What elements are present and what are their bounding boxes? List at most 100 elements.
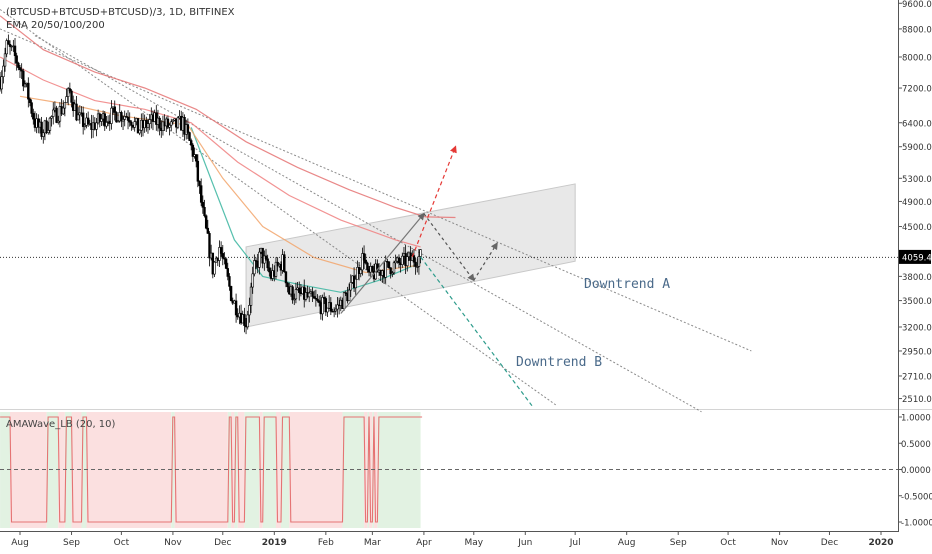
- candle-body: [322, 297, 326, 299]
- candle-body: [2, 65, 5, 77]
- y-tick-label: 3800.0: [902, 273, 932, 283]
- trendline-2: [0, 9, 558, 407]
- candle-body: [416, 266, 419, 268]
- candle-body: [203, 207, 206, 217]
- x-tick-label: Oct: [114, 538, 130, 548]
- y-tick-label: 5300.0: [902, 175, 932, 185]
- candle-body: [246, 314, 249, 328]
- y-tick-label: 6400.0: [902, 119, 932, 129]
- signal-region: [64, 412, 72, 528]
- candle-body: [194, 154, 198, 162]
- candle-body: [263, 255, 266, 264]
- candle-body: [168, 124, 171, 128]
- x-tick-label: Mar: [364, 538, 381, 548]
- candle-body: [76, 114, 80, 121]
- candle-body: [8, 43, 12, 47]
- candle-body: [148, 119, 151, 124]
- ema-20-line: [190, 127, 421, 293]
- candle-body: [286, 282, 289, 288]
- x-tick-label: Aug: [618, 538, 636, 548]
- y-tick-label: 3200.0: [902, 324, 932, 334]
- candle-body: [324, 298, 328, 313]
- candle-body: [5, 40, 8, 55]
- candle-body: [283, 254, 286, 273]
- candle-body: [115, 112, 118, 123]
- candle-body: [251, 273, 254, 288]
- candle-body: [228, 276, 231, 287]
- signal-region: [234, 412, 238, 528]
- candle-body: [83, 124, 87, 127]
- last-price-badge: [899, 249, 931, 264]
- candle-body: [384, 261, 387, 278]
- candle-body: [126, 116, 130, 121]
- chart-title[interactable]: (BTCUSD+BTCUSD+BTCUSD)/3, 1D, BITFINEX: [6, 7, 235, 18]
- candle-body: [103, 113, 106, 127]
- candle-body: [13, 45, 17, 57]
- x-tick-label: Dec: [214, 538, 231, 548]
- x-tick-label: Apr: [416, 538, 432, 548]
- candle-body: [81, 112, 85, 127]
- trendline-1: [0, 28, 752, 352]
- candle-body: [125, 116, 128, 118]
- candle-body: [55, 107, 58, 123]
- ema-200-line: [0, 15, 456, 219]
- candle-body: [15, 55, 18, 64]
- candle-body: [208, 233, 211, 259]
- candle-body: [311, 291, 314, 297]
- candle-body: [258, 251, 261, 268]
- candle-body: [62, 107, 65, 115]
- ema-50-line: [19, 95, 421, 274]
- candle-body: [0, 76, 3, 90]
- candle-body: [366, 262, 369, 270]
- candle-body: [334, 308, 338, 312]
- candle-body: [412, 255, 416, 263]
- label-downtrend-b: Downtrend B: [516, 355, 602, 370]
- signal-region: [171, 412, 175, 528]
- candle-body: [219, 247, 223, 254]
- candle-body: [308, 292, 311, 298]
- candle-body: [293, 298, 296, 301]
- candle-body: [224, 258, 228, 269]
- projection-drop-arrow: [423, 213, 475, 282]
- candle-body: [199, 185, 203, 203]
- signal-region: [374, 412, 378, 528]
- candle-body: [361, 253, 364, 271]
- trendline-3: [34, 35, 702, 413]
- candle-body: [253, 260, 256, 275]
- candle-body: [170, 121, 173, 126]
- y-tick-label: 4900.0: [902, 198, 932, 208]
- candle-body: [298, 287, 301, 293]
- indicator-legend-amawave[interactable]: AMAWave_LB (20, 10): [6, 419, 116, 430]
- candle-body: [171, 119, 175, 123]
- osc-y-tick-label: -0.5000: [901, 492, 932, 502]
- x-tick-label: Sep: [63, 538, 80, 548]
- osc-y-tick-label: 0.5000: [901, 440, 931, 450]
- candle-body: [387, 261, 391, 269]
- candle-body: [166, 118, 170, 128]
- candle-body: [188, 132, 191, 141]
- candle-body: [120, 112, 123, 122]
- candle-body: [249, 286, 253, 306]
- candle-body: [158, 117, 161, 129]
- candle-body: [48, 117, 52, 131]
- x-tick-label: Oct: [720, 538, 736, 548]
- indicator-legend-ema[interactable]: EMA 20/50/100/200: [6, 20, 105, 31]
- signal-region: [81, 412, 87, 528]
- x-tick-label: Aug: [11, 538, 29, 548]
- candle-body: [266, 258, 269, 269]
- y-tick-label: 5900.0: [902, 143, 932, 153]
- candle-body: [50, 116, 53, 119]
- candle-body: [321, 297, 324, 315]
- candle-body: [63, 102, 67, 109]
- x-tick-label: Jul: [569, 538, 581, 548]
- candle-body: [136, 118, 140, 134]
- candle-body: [401, 255, 404, 265]
- y-tick-label: 2710.0: [902, 372, 932, 382]
- candle-body: [243, 314, 246, 326]
- candle-body: [332, 310, 336, 313]
- candle-body: [105, 122, 108, 127]
- candle-body: [196, 160, 200, 182]
- candle-body: [313, 296, 316, 299]
- candle-body: [264, 255, 268, 260]
